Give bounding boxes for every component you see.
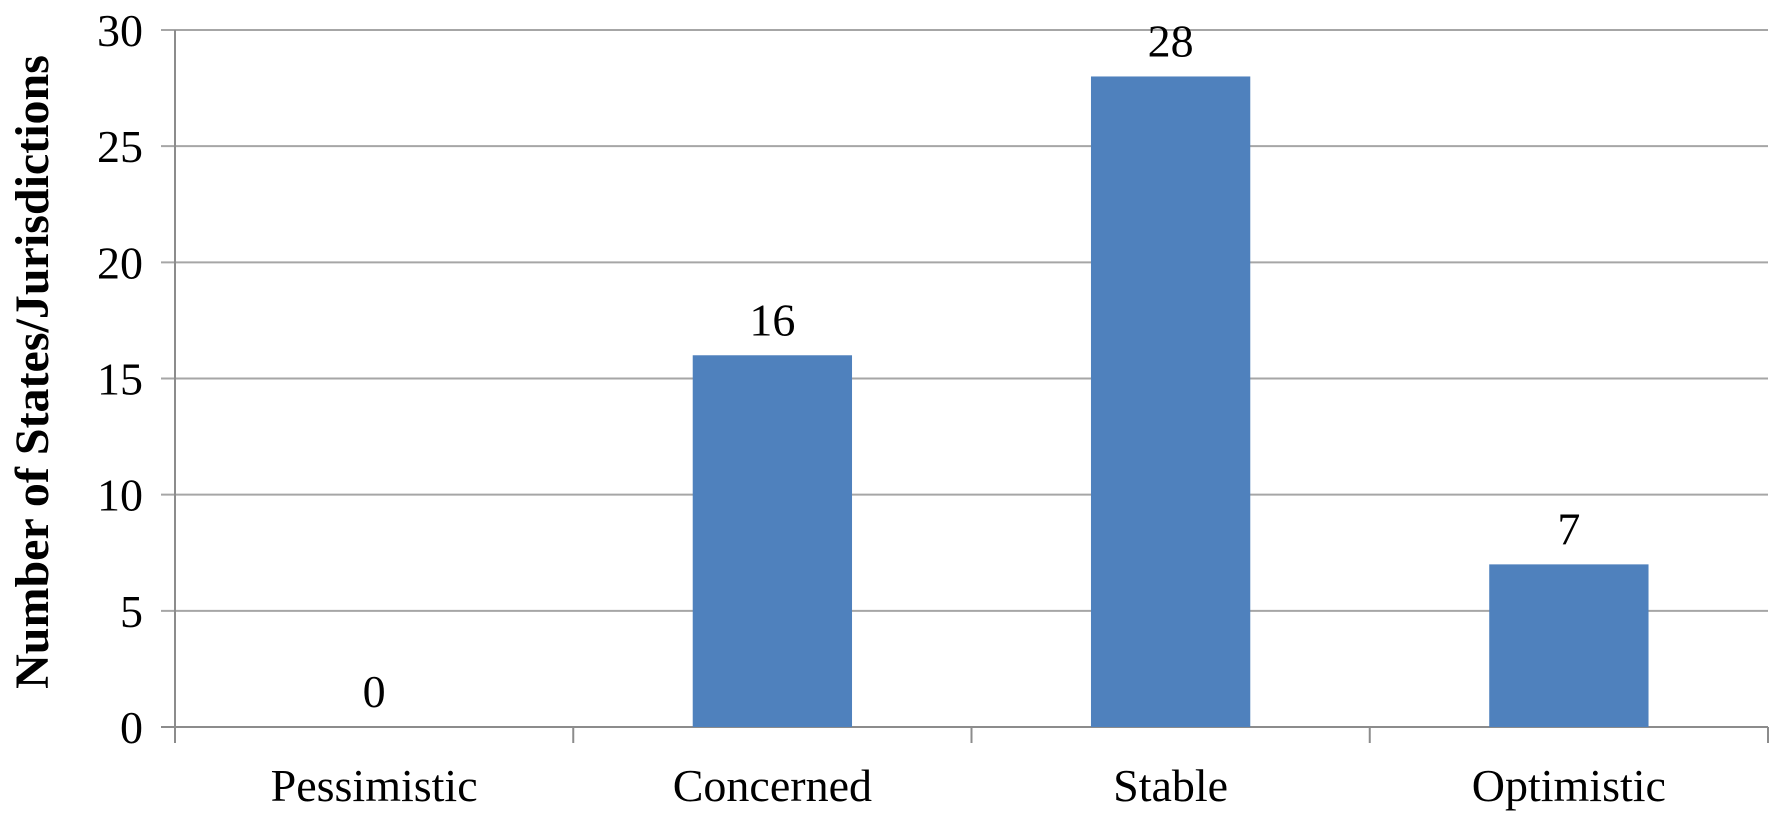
x-category-label: Stable — [1113, 760, 1228, 811]
data-label: 28 — [1148, 15, 1194, 66]
y-tick-label: 25 — [97, 121, 143, 172]
gridlines — [161, 29, 1768, 728]
data-label: 0 — [363, 666, 386, 717]
y-tick-label: 0 — [120, 702, 143, 753]
y-tick-label: 5 — [120, 586, 143, 637]
x-category-label: Pessimistic — [271, 760, 478, 811]
y-tick-label: 15 — [97, 354, 143, 405]
x-category-label: Concerned — [673, 760, 872, 811]
bar-stable — [1090, 76, 1251, 727]
labels: 0 5 10 15 20 25 30 0 Pessimistic 16 Concerned 28 Sta… — [97, 5, 1666, 811]
x-category-label: Optimistic — [1472, 760, 1666, 811]
bar-concerned — [692, 355, 853, 727]
bar-optimistic — [1489, 564, 1649, 727]
data-label: 7 — [1557, 503, 1580, 554]
y-axis-title: Number of States/Jurisdictions — [6, 55, 59, 689]
data-label: 16 — [749, 294, 795, 345]
axes — [174, 30, 1769, 743]
y-tick-label: 20 — [97, 237, 143, 288]
bars — [692, 76, 1649, 727]
y-tick-label: 30 — [97, 5, 143, 56]
y-tick-label: 10 — [97, 470, 143, 521]
